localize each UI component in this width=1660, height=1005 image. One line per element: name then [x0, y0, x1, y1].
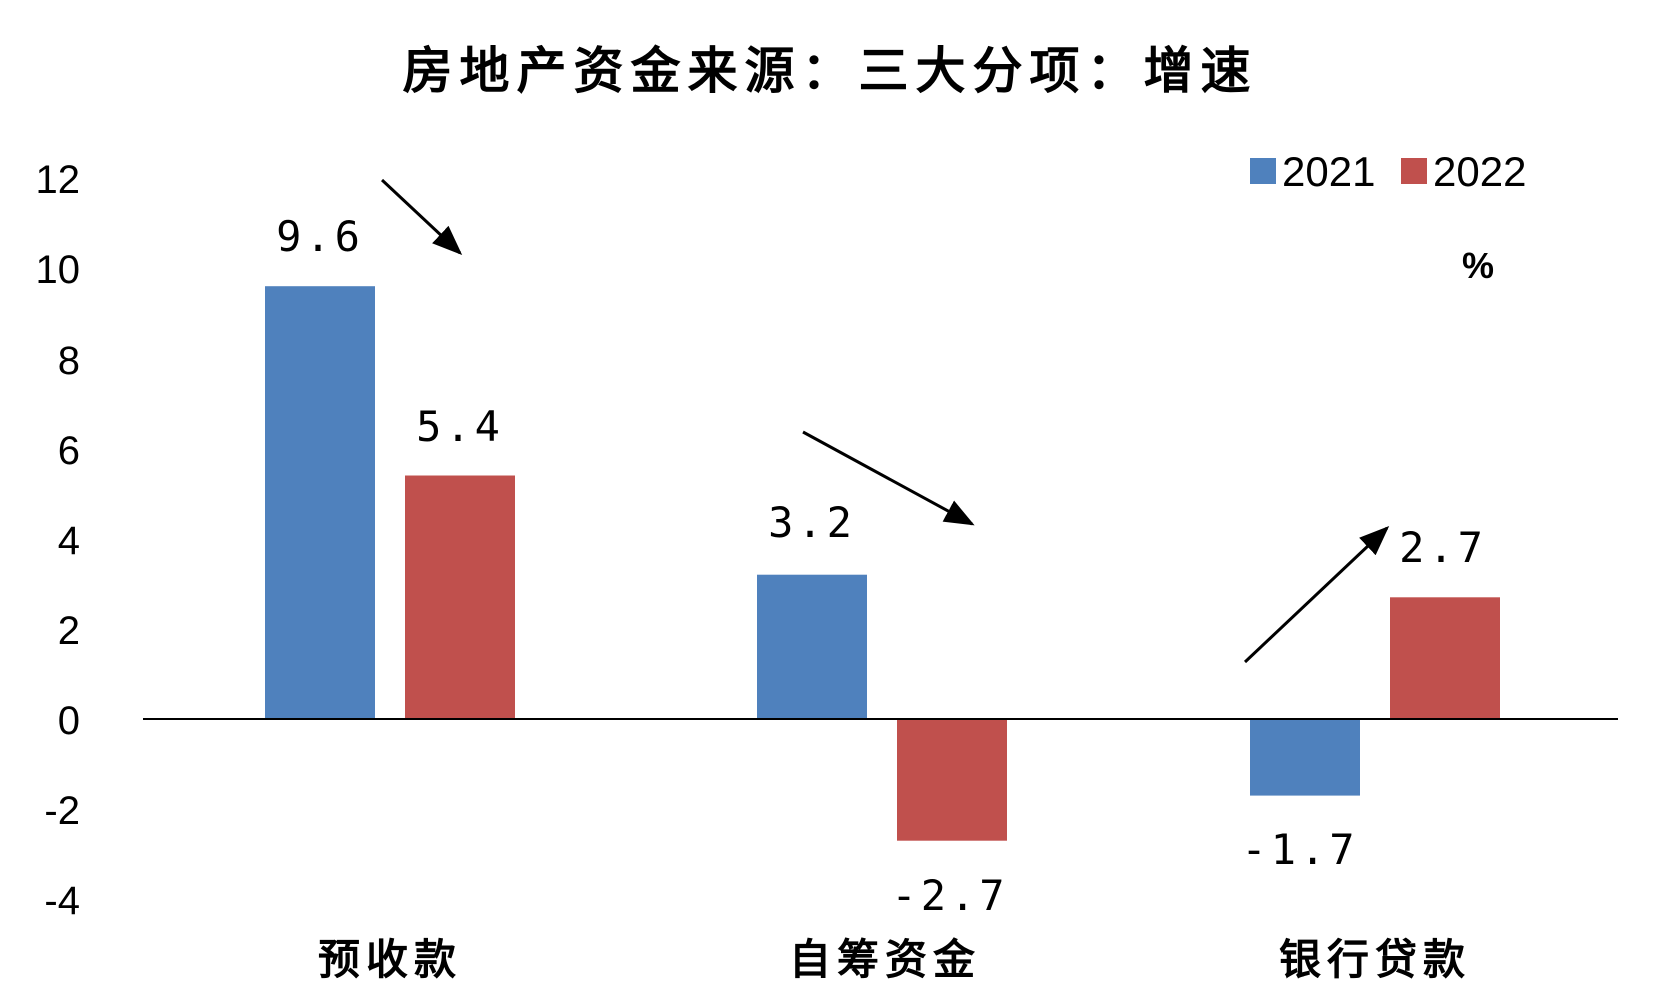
x-category-label: 预收款 [318, 935, 462, 984]
trend-arrows [380, 178, 1390, 664]
down-arrow-icon [380, 178, 463, 256]
y-axis: 12 10 8 6 4 2 0 -2 -4 [36, 158, 81, 923]
data-label: 2.7 [1399, 523, 1487, 572]
y-tick-label: 4 [58, 519, 80, 563]
data-label: 3.2 [768, 498, 856, 547]
y-tick-label: 0 [58, 699, 80, 743]
bar-2021-1 [757, 574, 867, 719]
y-tick-label: 6 [58, 429, 80, 473]
bar-2021-0 [265, 286, 375, 719]
chart-title: 房地产资金来源：三大分项：增速 [403, 41, 1258, 100]
y-tick-label: 12 [36, 158, 81, 202]
legend-swatch-2022 [1401, 158, 1427, 184]
y-tick-label: 10 [36, 248, 81, 292]
bar-2021-2 [1250, 719, 1360, 796]
bar-2022-0 [405, 475, 515, 719]
category-labels: 预收款 自筹资金 银行贷款 [318, 935, 1471, 984]
bar-2022-1 [897, 719, 1007, 841]
unit-label: % [1462, 245, 1494, 286]
legend-label-2022: 2022 [1433, 148, 1526, 195]
y-tick-label: 8 [58, 339, 80, 383]
legend-label-2021: 2021 [1282, 148, 1375, 195]
legend: 2021 2022 [1250, 148, 1526, 195]
legend-swatch-2021 [1250, 158, 1276, 184]
data-label: 5.4 [416, 402, 504, 451]
down-arrow-icon [802, 430, 975, 526]
x-category-label: 银行贷款 [1279, 935, 1471, 984]
x-category-label: 自筹资金 [789, 935, 981, 984]
data-labels: 9.6 5.4 3.2 -2.7 -1.7 2.7 [276, 212, 1487, 920]
y-tick-label: -2 [44, 789, 80, 833]
bar-2022-2 [1390, 597, 1500, 719]
y-tick-label: 2 [58, 609, 80, 653]
data-label: 9.6 [276, 212, 364, 261]
bars-layer [265, 286, 1500, 841]
data-label: -1.7 [1241, 825, 1358, 874]
data-label: -2.7 [891, 871, 1008, 920]
y-tick-label: -4 [44, 879, 80, 923]
up-arrow-icon [1243, 525, 1390, 664]
